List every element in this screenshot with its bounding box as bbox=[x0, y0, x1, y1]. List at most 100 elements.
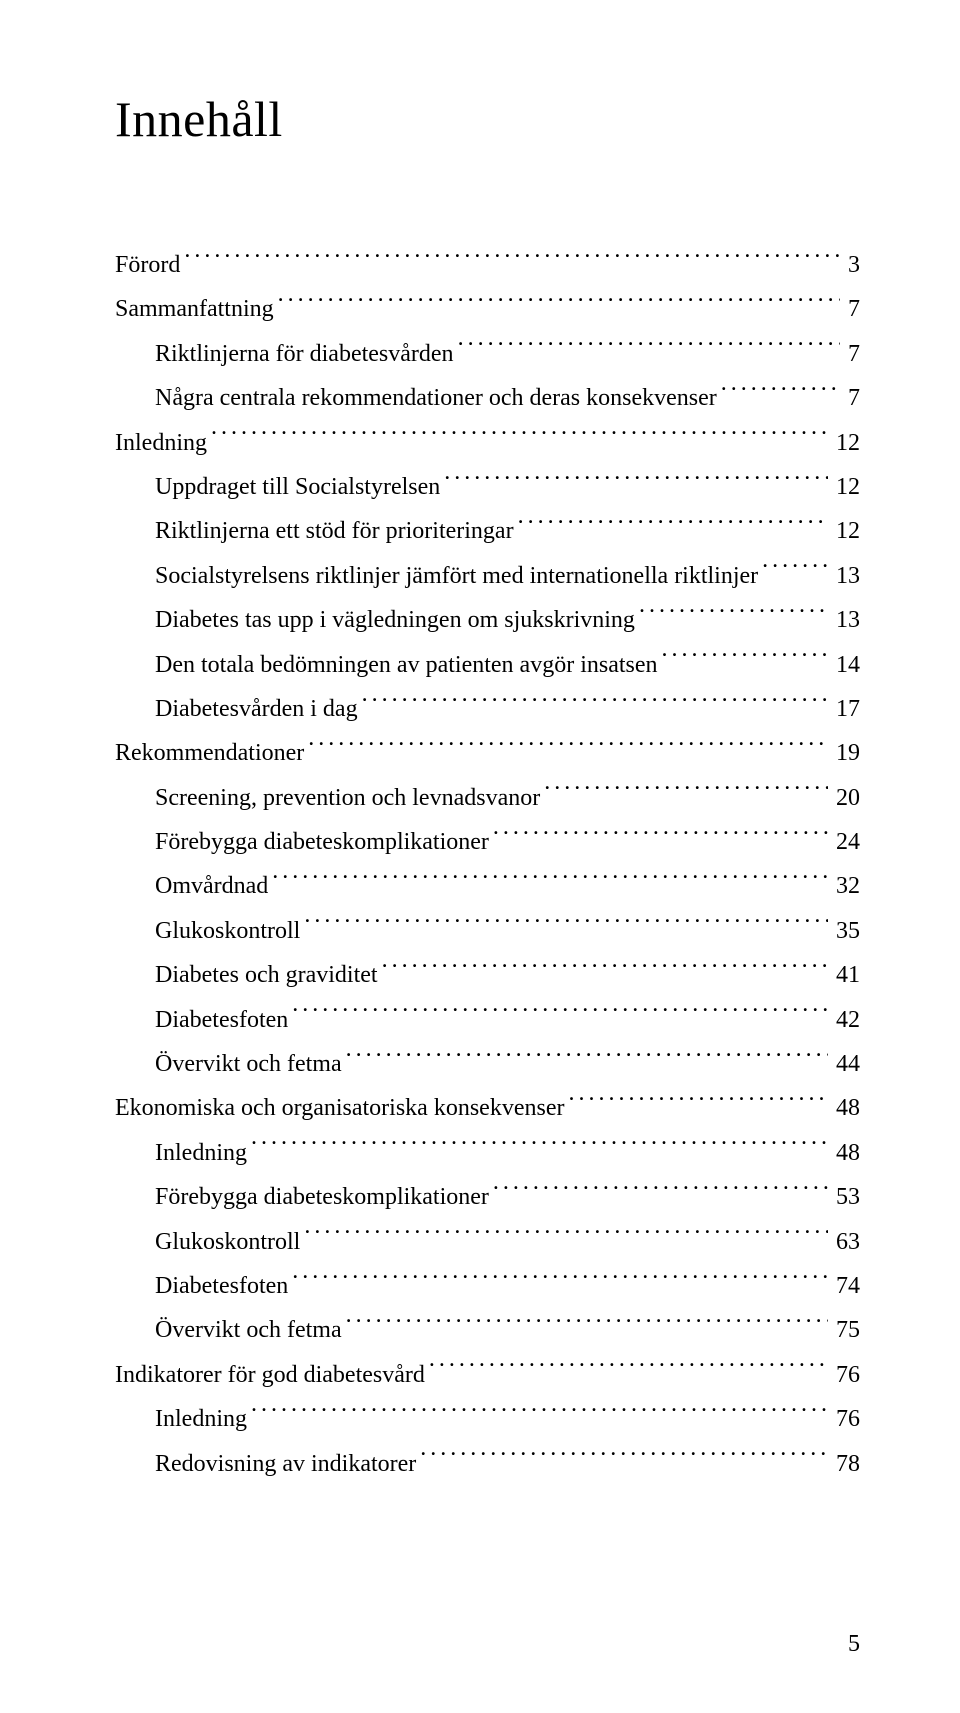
toc-entry-page: 12 bbox=[832, 509, 860, 553]
toc-entry-page: 63 bbox=[832, 1220, 860, 1264]
toc-entry-page: 19 bbox=[832, 731, 860, 775]
toc-leader-dots bbox=[304, 914, 828, 938]
toc-entry-label: Förebygga diabeteskomplikationer bbox=[155, 1175, 489, 1219]
toc-entry: Den totala bedömningen av patienten avgö… bbox=[115, 643, 860, 687]
toc-entry-label: Den totala bedömningen av patienten avgö… bbox=[155, 643, 658, 687]
toc-entry: Glukoskontroll 63 bbox=[115, 1220, 860, 1264]
toc-entry-label: Övervikt och fetma bbox=[155, 1308, 342, 1352]
toc-leader-dots bbox=[568, 1091, 828, 1115]
toc-leader-dots bbox=[662, 648, 828, 672]
toc-entry-label: Diabetes och graviditet bbox=[155, 953, 378, 997]
toc-entry-page: 35 bbox=[832, 909, 860, 953]
toc-entry-page: 76 bbox=[832, 1353, 860, 1397]
toc-leader-dots bbox=[639, 603, 828, 627]
toc-entry-label: Glukoskontroll bbox=[155, 909, 300, 953]
toc-entry-page: 48 bbox=[832, 1086, 860, 1130]
toc-entry-label: Inledning bbox=[155, 1397, 247, 1441]
toc-entry: Omvårdnad 32 bbox=[115, 864, 860, 908]
toc-leader-dots bbox=[278, 292, 840, 316]
toc-entry-page: 14 bbox=[832, 643, 860, 687]
toc-entry-page: 32 bbox=[832, 864, 860, 908]
toc-entry-label: Några centrala rekommendationer och dera… bbox=[155, 376, 717, 420]
toc-entry-label: Redovisning av indikatorer bbox=[155, 1442, 416, 1486]
toc-entry-label: Inledning bbox=[155, 1131, 247, 1175]
toc-entry-label: Riktlinjerna ett stöd för prioriteringar bbox=[155, 509, 514, 553]
toc-entry: Inledning 12 bbox=[115, 421, 860, 465]
toc-leader-dots bbox=[251, 1402, 828, 1426]
toc-entry: Screening, prevention och levnadsvanor 20 bbox=[115, 776, 860, 820]
toc-entry-label: Riktlinjerna för diabetesvården bbox=[155, 332, 454, 376]
toc-leader-dots bbox=[251, 1136, 828, 1160]
toc-leader-dots bbox=[493, 825, 828, 849]
toc-entry: Diabetesvården i dag17 bbox=[115, 687, 860, 731]
toc-entry-label: Sammanfattning bbox=[115, 287, 274, 331]
toc-entry-page: 7 bbox=[844, 287, 860, 331]
toc-entry-label: Övervikt och fetma bbox=[155, 1042, 342, 1086]
toc-entry: Sammanfattning 7 bbox=[115, 287, 860, 331]
toc-entry-page: 24 bbox=[832, 820, 860, 864]
table-of-contents: Förord3Sammanfattning7Riktlinjerna för d… bbox=[115, 243, 860, 1486]
toc-leader-dots bbox=[346, 1047, 828, 1071]
toc-entry: Diabetes och graviditet 41 bbox=[115, 953, 860, 997]
toc-leader-dots bbox=[458, 337, 840, 361]
toc-entry: Övervikt och fetma 44 bbox=[115, 1042, 860, 1086]
toc-entry-page: 12 bbox=[832, 421, 860, 465]
toc-leader-dots bbox=[292, 1003, 828, 1027]
toc-entry-page: 76 bbox=[832, 1397, 860, 1441]
toc-leader-dots bbox=[304, 1225, 828, 1249]
toc-entry: Diabetesfoten 74 bbox=[115, 1264, 860, 1308]
toc-leader-dots bbox=[211, 426, 828, 450]
toc-entry-label: Screening, prevention och levnadsvanor bbox=[155, 776, 540, 820]
toc-entry: Inledning 48 bbox=[115, 1131, 860, 1175]
toc-entry-page: 75 bbox=[832, 1308, 860, 1352]
toc-leader-dots bbox=[292, 1269, 828, 1293]
toc-entry-page: 7 bbox=[844, 376, 860, 420]
toc-entry-label: Glukoskontroll bbox=[155, 1220, 300, 1264]
toc-entry: Uppdraget till Socialstyrelsen12 bbox=[115, 465, 860, 509]
toc-leader-dots bbox=[429, 1358, 828, 1382]
toc-entry: Förebygga diabeteskomplikationer24 bbox=[115, 820, 860, 864]
toc-leader-dots bbox=[518, 514, 828, 538]
toc-entry-page: 44 bbox=[832, 1042, 860, 1086]
toc-entry-page: 41 bbox=[832, 953, 860, 997]
toc-leader-dots bbox=[184, 248, 840, 272]
toc-leader-dots bbox=[362, 692, 828, 716]
toc-entry-page: 13 bbox=[832, 554, 860, 598]
toc-leader-dots bbox=[346, 1313, 828, 1337]
toc-entry: Övervikt och fetma 75 bbox=[115, 1308, 860, 1352]
toc-leader-dots bbox=[762, 559, 828, 583]
toc-leader-dots bbox=[444, 470, 828, 494]
toc-entry-label: Rekommendationer bbox=[115, 731, 304, 775]
toc-entry: Några centrala rekommendationer och dera… bbox=[115, 376, 860, 420]
toc-entry: Inledning 76 bbox=[115, 1397, 860, 1441]
toc-entry-label: Inledning bbox=[115, 421, 207, 465]
toc-entry-page: 7 bbox=[844, 332, 860, 376]
toc-entry: Riktlinjerna ett stöd för prioriteringar… bbox=[115, 509, 860, 553]
toc-entry-page: 20 bbox=[832, 776, 860, 820]
toc-entry: Förebygga diabeteskomplikationer 53 bbox=[115, 1175, 860, 1219]
toc-entry-label: Ekonomiska och organisatoriska konsekven… bbox=[115, 1086, 564, 1130]
toc-entry: Diabetesfoten42 bbox=[115, 998, 860, 1042]
toc-entry: Diabetes tas upp i vägledningen om sjuks… bbox=[115, 598, 860, 642]
toc-entry-page: 13 bbox=[832, 598, 860, 642]
toc-entry: Indikatorer för god diabetesvård76 bbox=[115, 1353, 860, 1397]
toc-entry-page: 74 bbox=[832, 1264, 860, 1308]
toc-entry-page: 53 bbox=[832, 1175, 860, 1219]
toc-entry-page: 48 bbox=[832, 1131, 860, 1175]
toc-leader-dots bbox=[544, 781, 828, 805]
page-number: 5 bbox=[848, 1631, 860, 1658]
toc-entry-page: 12 bbox=[832, 465, 860, 509]
toc-entry: Redovisning av indikatorer78 bbox=[115, 1442, 860, 1486]
toc-leader-dots bbox=[308, 736, 828, 760]
toc-entry: Glukoskontroll 35 bbox=[115, 909, 860, 953]
toc-entry-label: Omvårdnad bbox=[155, 864, 268, 908]
toc-entry-label: Diabetes tas upp i vägledningen om sjuks… bbox=[155, 598, 635, 642]
toc-leader-dots bbox=[420, 1447, 828, 1471]
toc-leader-dots bbox=[272, 869, 828, 893]
toc-entry: Socialstyrelsens riktlinjer jämfört med … bbox=[115, 554, 860, 598]
toc-leader-dots bbox=[493, 1180, 828, 1204]
toc-entry: Riktlinjerna för diabetesvården 7 bbox=[115, 332, 860, 376]
toc-entry-label: Diabetesvården i dag bbox=[155, 687, 358, 731]
toc-entry-label: Diabetesfoten bbox=[155, 998, 288, 1042]
toc-entry-label: Diabetesfoten bbox=[155, 1264, 288, 1308]
